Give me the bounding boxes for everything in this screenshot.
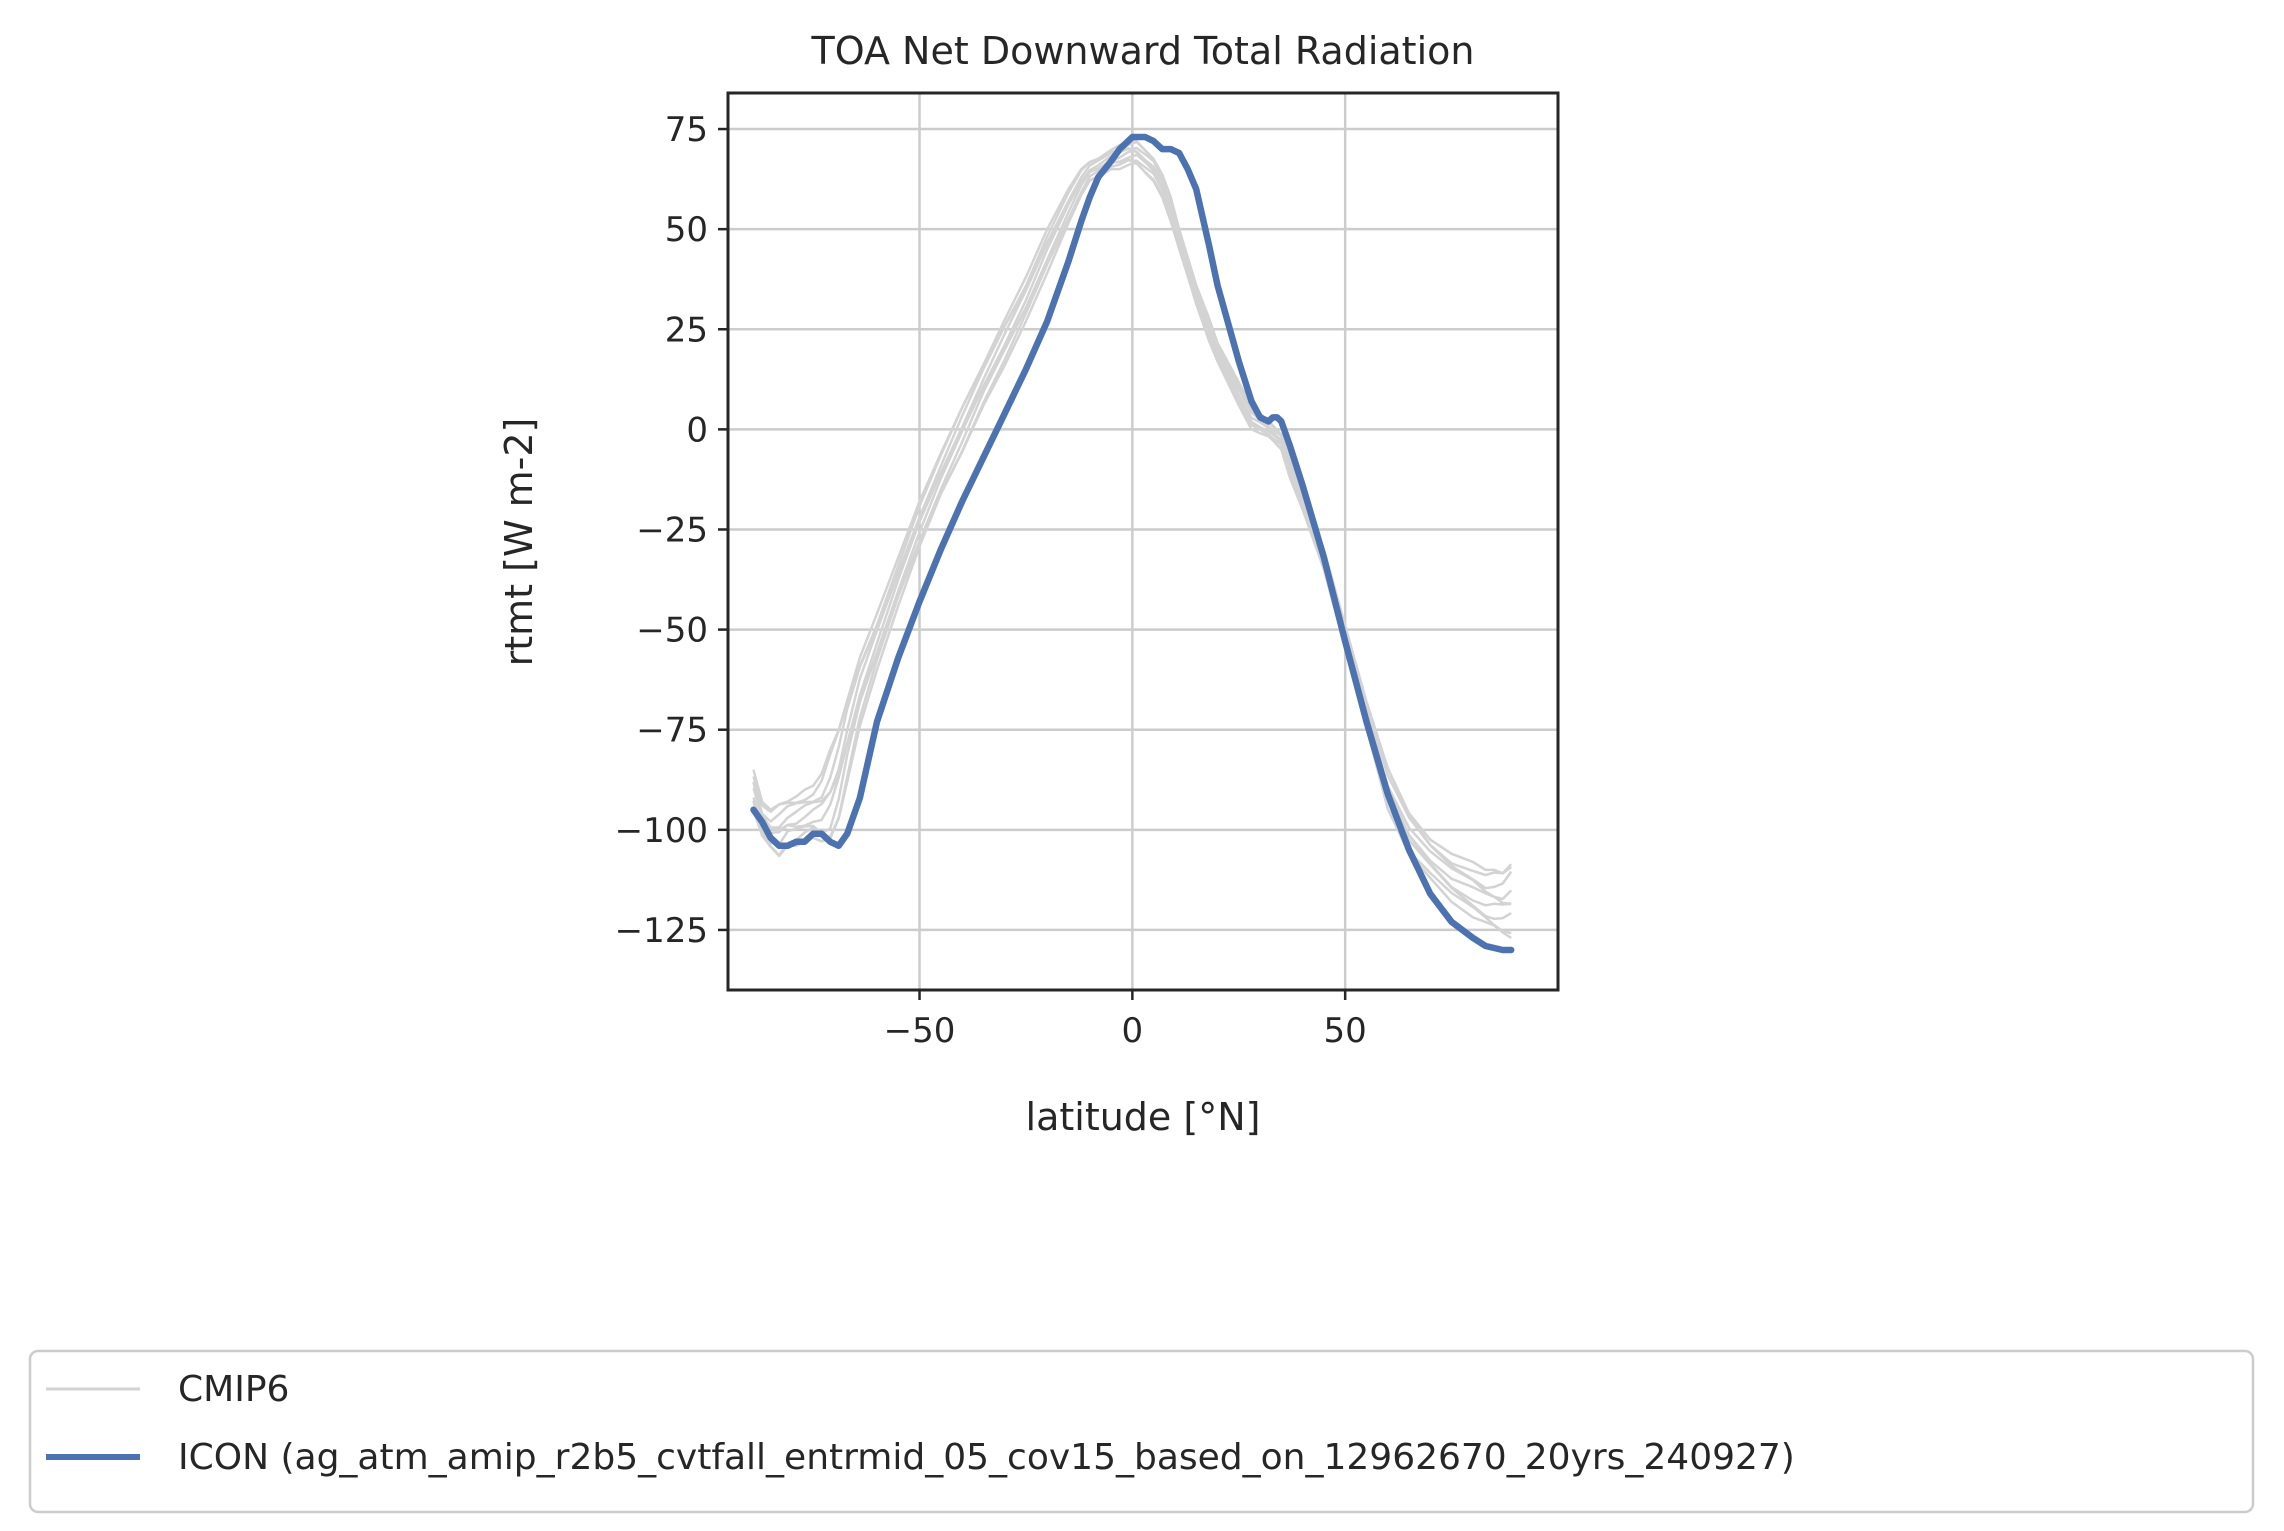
y-tick-label: 50 (665, 210, 708, 250)
x-axis-label: latitude [°N] (1026, 1095, 1261, 1139)
x-axis-ticks: −50 0 50 (884, 990, 1367, 1051)
y-tick-label: −125 (615, 911, 708, 951)
y-tick-label: 75 (665, 110, 708, 150)
y-axis-ticks: 75 50 25 0 −25 −50 −75 −100 −125 (615, 110, 728, 951)
plot-area (750, 133, 1515, 954)
legend-frame (28, 1349, 2255, 1514)
legend-label-icon: ICON (ag_atm_amip_r2b5_cvtfall_entrmid_0… (178, 1437, 1795, 1478)
y-tick-label: 0 (686, 410, 708, 450)
chart-title: TOA Net Downward Total Radiation (811, 29, 1475, 73)
x-tick-label: 0 (1122, 1011, 1144, 1051)
icon-series-line (750, 133, 1515, 954)
legend-label-cmip6: CMIP6 (178, 1369, 289, 1410)
y-tick-label: 25 (665, 310, 708, 350)
y-tick-label: −25 (636, 510, 708, 550)
y-axis-label: rtmt [W m-2] (497, 418, 541, 667)
cmip6-series-line (752, 139, 1513, 875)
legend: CMIP6 ICON (ag_atm_amip_r2b5_cvtfall_ent… (28, 1349, 2255, 1514)
y-tick-label: −100 (615, 811, 708, 851)
x-tick-label: 50 (1324, 1011, 1367, 1051)
y-tick-label: −75 (636, 711, 708, 751)
axes-frame (726, 91, 1560, 992)
y-tick-label: −50 (636, 611, 708, 651)
x-tick-label: −50 (884, 1011, 956, 1051)
